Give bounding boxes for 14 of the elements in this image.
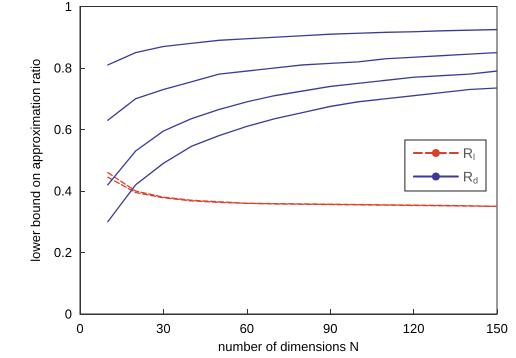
x-axis-title: number of dimensions N [218,338,359,354]
y-tick-label: 0.6 [54,122,72,137]
x-tick-label: 60 [240,321,254,336]
x-tick-label: 30 [156,321,171,336]
x-tick-label: 150 [486,321,508,336]
y-axis-title: lower bound on approximation ratio [28,58,43,262]
y-tick-label: 0.8 [54,60,72,76]
y-tick-label: 0.2 [54,245,72,260]
y-tick-label: 0.4 [54,184,72,198]
x-tick-label: 0 [76,321,84,336]
x-tick-label: 90 [322,321,338,336]
x-tick-label: 120 [402,321,424,336]
y-tick-label: 1 [64,0,72,14]
y-tick-label: 0 [64,306,72,322]
